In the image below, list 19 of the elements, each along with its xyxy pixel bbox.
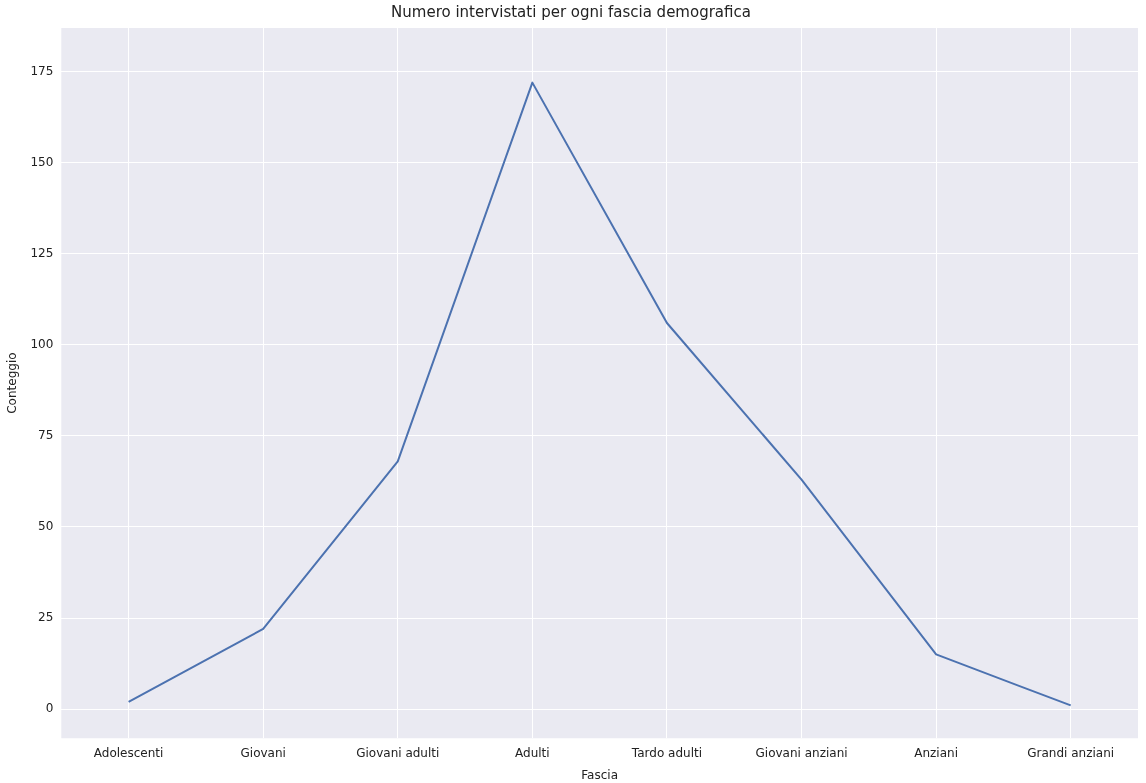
x-tick-label: Anziani	[914, 745, 958, 760]
x-tick-label: Adulti	[515, 745, 550, 760]
y-tick-label: 125	[30, 245, 54, 260]
y-tick-label: 75	[38, 428, 54, 443]
x-tick-label: Giovani adulti	[356, 745, 440, 760]
y-axis-title: Conteggio	[5, 352, 20, 414]
x-tick-label: Giovani anziani	[755, 745, 848, 760]
x-axis-title: Fascia	[581, 767, 618, 782]
chart-title: Numero intervistati per ogni fascia demografica	[391, 2, 751, 21]
y-tick-label: 25	[38, 610, 54, 625]
y-tick-label: 100	[30, 336, 54, 351]
x-tick-label: Grandi anziani	[1027, 745, 1115, 760]
x-tick-label: Tardo adulti	[630, 745, 703, 760]
y-tick-label: 0	[45, 701, 54, 716]
x-tick-label: Adolescenti	[93, 745, 164, 760]
y-tick-label: 150	[30, 154, 54, 169]
y-tick-label: 50	[38, 519, 54, 534]
y-tick-label: 175	[30, 63, 54, 78]
x-tick-label: Giovani	[240, 745, 286, 760]
